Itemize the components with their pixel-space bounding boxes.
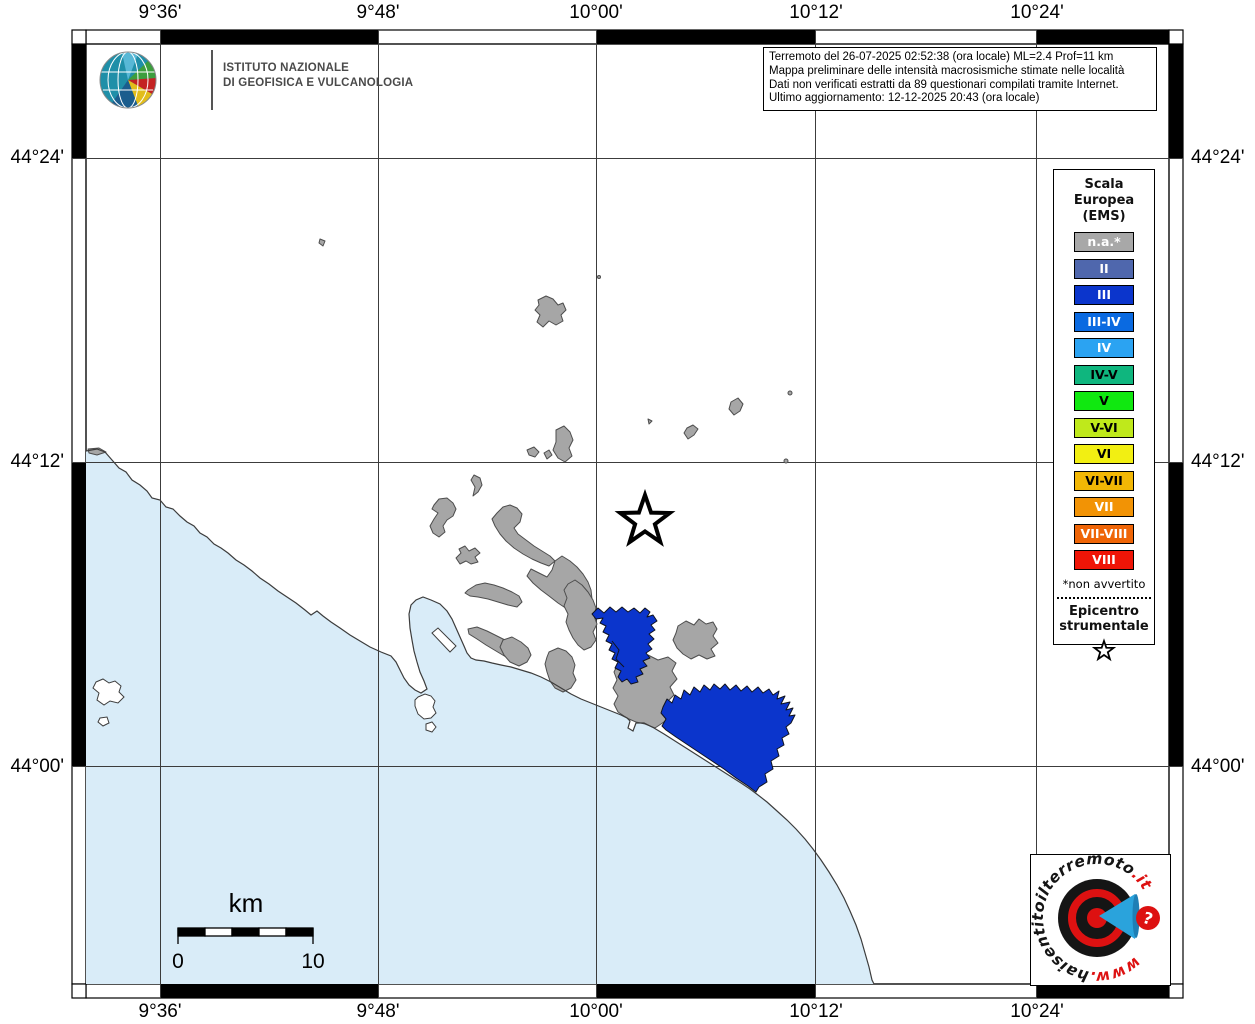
legend-divider: [1057, 596, 1151, 599]
legend-chip: VI: [1074, 444, 1134, 464]
scale-bar: km 0 10: [172, 888, 325, 973]
legend-chip: III: [1074, 285, 1134, 305]
legend-title-line: Scala: [1084, 177, 1124, 192]
ingv-logo-line1: ISTITUTO NAZIONALE: [223, 62, 350, 74]
lon-label-top: 9°36': [138, 2, 182, 23]
sea: [86, 449, 874, 984]
ingv-logo: ISTITUTO NAZIONALE DI GEOFISICA E VULCAN…: [98, 48, 428, 114]
legend-chip: IV: [1074, 338, 1134, 358]
ingv-logo-divider: [211, 50, 213, 110]
logo-sound-cone: [1099, 894, 1139, 939]
legend-chip: IV-V: [1074, 364, 1134, 385]
lon-label-bottom: 9°48': [356, 1001, 400, 1022]
graticule: [72, 30, 1183, 998]
legend-title-line: (EMS): [1082, 209, 1126, 224]
lon-label-bottom: 9°36': [138, 1001, 182, 1022]
lon-label-bottom: 10°12': [789, 1001, 843, 1022]
epicenter-star-marker: [614, 488, 676, 547]
legend-chip: II: [1074, 258, 1134, 279]
info-line-event: Terremoto del 26-07-2025 02:52:38 (ora l…: [769, 51, 1114, 63]
legend-chip: VI-VII: [1074, 470, 1134, 491]
info-line-map-type: Mappa preliminare delle intensità macros…: [769, 64, 1125, 77]
haisentitoilterremoto-logo: ? www.haisentitoilterremoto.it: [1029, 850, 1160, 986]
legend-chip: VII-VIII: [1074, 523, 1134, 544]
scale-bar-end-label: 10: [301, 950, 324, 973]
lat-label-right: 44°00': [1191, 756, 1245, 777]
legend-chip: n.a.*: [1074, 232, 1134, 252]
lat-label-left: 44°12': [10, 451, 65, 472]
legend-footnote: *non avvertito: [1062, 576, 1146, 591]
legend-chip: VII: [1074, 497, 1134, 517]
legend-chip: VIII: [1074, 550, 1134, 570]
epicenter-star-icon: [1091, 637, 1117, 661]
legend-title: Scala Europea (EMS): [1054, 177, 1154, 225]
legend-chip: V-VI: [1074, 417, 1134, 438]
earthquake-info-box: Terremoto del 26-07-2025 02:52:38 (ora l…: [763, 47, 1157, 112]
ingv-logo-line2: DI GEOFISICA E VULCANOLOGIA: [223, 77, 414, 89]
lon-label-top: 9°48': [356, 2, 400, 23]
legend-chip: III-IV: [1074, 311, 1134, 332]
municipality-boundary-line: [611, 640, 625, 668]
legend-box: Scala Europea (EMS) n.a.* II III III-IV IV IV…: [1053, 169, 1155, 661]
scale-bar-unit: km: [229, 888, 264, 918]
legend-items: n.a.* II III III-IV IV IV-V V V-VI VI VI-VII VII VI…: [1054, 232, 1154, 570]
ingv-globe-icon: [99, 51, 157, 109]
lat-label-right: 44°24': [1191, 147, 1245, 168]
info-line-updated: Ultimo aggiornamento: 12-12-2025 20:43 (…: [769, 92, 1040, 105]
lat-label-right: 44°12': [1191, 451, 1245, 472]
legend-title-line: Europea: [1073, 193, 1135, 208]
logo-text-www: www.: [1088, 953, 1144, 985]
lon-label-top: 10°12': [789, 2, 843, 23]
lon-label-bottom: 10°00': [569, 1001, 623, 1022]
lat-label-left: 44°24': [10, 147, 65, 168]
scale-bar-start-label: 0: [172, 950, 184, 973]
municipalities-na-group: [87, 238, 793, 729]
logo-question-badge: [1136, 906, 1160, 930]
map-frame: [71, 29, 1184, 999]
logo-center-dot: [1087, 908, 1107, 928]
lon-label-top: 10°00': [569, 2, 623, 23]
lat-label-left: 44°00': [10, 756, 65, 777]
breakwater: [431, 627, 457, 653]
municipalities-intensity-iii-group: [591, 606, 796, 793]
legend-chip: V: [1074, 391, 1134, 411]
lon-label-top: 10°24': [1010, 2, 1064, 23]
legend-epicenter-title: Epicentro strumentale: [1059, 603, 1149, 634]
scale-bar-segments: [177, 927, 314, 944]
islands: [92, 627, 457, 733]
coastline: [85, 448, 875, 985]
lon-label-bottom: 10°24': [1010, 1001, 1064, 1022]
ingv-logo-text: ISTITUTO NAZIONALE DI GEOFISICA E VULCAN…: [223, 61, 413, 91]
info-line-questionnaires: Dati non verificati estratti da 89 quest…: [769, 78, 1119, 91]
site-logo-box: ? www.haisentitoilterremoto.it: [1029, 850, 1171, 986]
logo-cone-edge: [1132, 894, 1140, 938]
